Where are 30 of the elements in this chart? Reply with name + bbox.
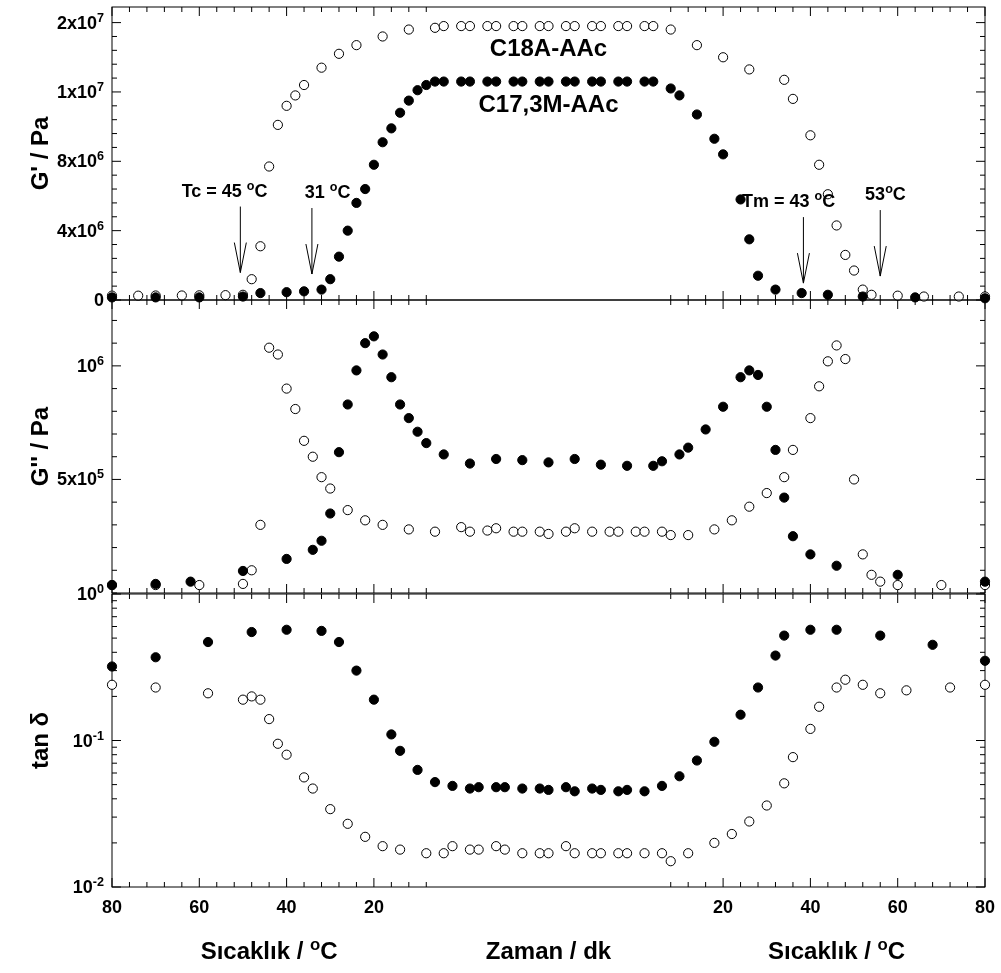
y-tick-label: 10$^{0}$	[76, 582, 104, 604]
y-tick-label: 8x10$^{6}$	[56, 149, 104, 172]
x-tick-label: 80	[974, 897, 996, 917]
x-tick-label: 40	[800, 897, 821, 917]
y-axis-title: tan δ	[26, 711, 53, 770]
y-axis-title: G'' / Pa	[26, 406, 53, 487]
y-tick-label: 5x10$^{5}$	[56, 467, 104, 490]
y-tick-label: 4x10$^{6}$	[56, 218, 104, 241]
x-tick-label: 20	[363, 897, 384, 917]
y-tick-label: 0	[93, 290, 104, 310]
y-tick-label: 2x10$^{7}$	[56, 10, 104, 33]
annotation: 31 $^{o}$C	[304, 180, 351, 203]
x-axis-title: Zaman / dk	[485, 937, 612, 964]
x-tick-label: 20	[713, 897, 734, 917]
y-tick-label: 10$^{-2}$	[72, 875, 104, 897]
y-tick-label: 10$^{6}$	[76, 353, 104, 376]
x-tick-label: 80	[101, 897, 123, 917]
annotation: Tc = 45 $^{o}$C	[181, 178, 268, 201]
text: Sıcaklık / $^{o}$C	[768, 934, 906, 964]
x-tick-label: 60	[887, 897, 908, 917]
series-label: C18A-AAc	[489, 34, 608, 62]
text: Sıcaklık / $^{o}$C	[200, 934, 338, 964]
x-tick-label: 60	[189, 897, 210, 917]
y-tick-label: 1x10$^{7}$	[56, 79, 104, 102]
x-tick-label: 40	[276, 897, 297, 917]
y-axis-title: G' / Pa	[26, 115, 53, 191]
y-tick-label: 10$^{-1}$	[72, 728, 104, 751]
annotation: Tm = 43 $^{o}$C	[741, 189, 836, 212]
series-label: C17,3M-AAc	[478, 89, 619, 117]
annotation: 53$^{o}$C	[865, 182, 906, 205]
